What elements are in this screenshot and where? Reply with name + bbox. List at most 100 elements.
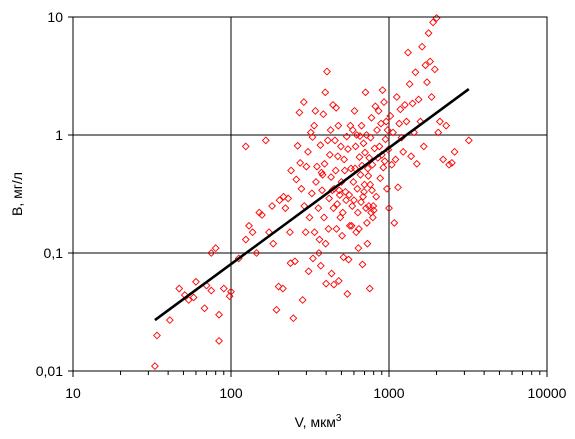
data-point (281, 204, 290, 213)
data-point (411, 68, 420, 77)
data-point (289, 314, 298, 323)
data-point (442, 121, 451, 130)
data-point (308, 254, 317, 263)
data-point (165, 316, 174, 325)
data-point (371, 102, 380, 111)
data-point (331, 166, 340, 175)
data-point (307, 189, 316, 198)
data-point (353, 208, 362, 217)
data-point (192, 277, 200, 286)
data-point (323, 136, 332, 145)
data-point (367, 113, 376, 122)
data-point (274, 282, 283, 291)
data-point (343, 289, 352, 298)
data-point (464, 136, 473, 145)
data-point (347, 221, 356, 230)
x-axis-label-superscript: 3 (336, 413, 342, 424)
data-point (334, 276, 343, 285)
x-tick-label: 10000 (528, 385, 567, 401)
data-point (354, 224, 363, 233)
data-point (340, 155, 349, 164)
data-point (324, 224, 333, 233)
data-point (292, 175, 301, 184)
data-point (414, 95, 423, 104)
data-point (325, 194, 334, 203)
data-point (334, 121, 343, 130)
data-point (299, 98, 308, 107)
data-point (354, 244, 363, 253)
data-point (308, 133, 317, 142)
data-point (427, 93, 436, 101)
data-point (342, 132, 351, 141)
y-tick-label: 0,1 (44, 245, 64, 261)
data-point (304, 147, 312, 156)
x-tick-label: 10 (65, 385, 81, 401)
data-point (314, 204, 323, 213)
data-point (382, 184, 391, 193)
data-point (320, 159, 329, 168)
data-point (318, 170, 327, 179)
data-point (331, 136, 339, 145)
data-point (298, 296, 307, 304)
data-point (396, 105, 405, 114)
data-point (344, 255, 353, 264)
data-point (358, 260, 367, 269)
x-axis-label: V, мкм3 (295, 413, 342, 430)
data-point (350, 196, 358, 205)
data-point (366, 133, 375, 142)
x-tick-label: 100 (219, 385, 243, 401)
data-point (301, 228, 310, 237)
data-point (278, 284, 287, 293)
data-point (385, 204, 393, 213)
data-point (297, 184, 306, 193)
data-point (336, 142, 345, 151)
data-point (391, 155, 400, 164)
data-point (400, 100, 409, 109)
data-point (316, 141, 325, 150)
data-point (372, 192, 381, 201)
data-point (389, 128, 397, 137)
y-axis-tick-labels: 0,01 0,1 1 10 (36, 9, 63, 379)
data-point (338, 208, 347, 217)
data-point (378, 86, 387, 95)
data-point (383, 126, 392, 135)
data-point (323, 67, 331, 76)
data-point (313, 162, 321, 171)
data-point (362, 204, 370, 213)
data-point (430, 65, 439, 74)
data-point (314, 249, 323, 257)
data-point (305, 213, 314, 222)
data-point (363, 164, 372, 173)
data-point (380, 98, 388, 107)
regression-line (154, 88, 470, 322)
data-point (215, 310, 223, 319)
data-point (340, 166, 349, 175)
data-point (386, 112, 395, 120)
data-point (184, 296, 193, 304)
data-point (376, 174, 385, 183)
data-point (421, 61, 430, 70)
data-point (361, 88, 370, 97)
x-tick-label: 1000 (373, 385, 404, 401)
y-tick-label: 10 (47, 9, 63, 25)
data-point (351, 142, 360, 151)
data-point (248, 228, 257, 237)
data-point (357, 198, 365, 207)
data-point (368, 186, 376, 195)
data-point (245, 221, 253, 230)
data-point (332, 103, 341, 112)
data-point (326, 126, 335, 135)
data-point (369, 202, 378, 210)
data-point (241, 142, 250, 151)
data-point (379, 163, 388, 172)
data-point (207, 249, 216, 257)
data-point (317, 168, 326, 177)
data-point (418, 42, 427, 51)
data-point (275, 196, 284, 205)
data-point (445, 160, 454, 169)
data-point (327, 269, 336, 278)
data-point (279, 192, 288, 201)
data-point (258, 211, 266, 219)
fit-line (154, 88, 470, 322)
data-point (362, 131, 371, 139)
